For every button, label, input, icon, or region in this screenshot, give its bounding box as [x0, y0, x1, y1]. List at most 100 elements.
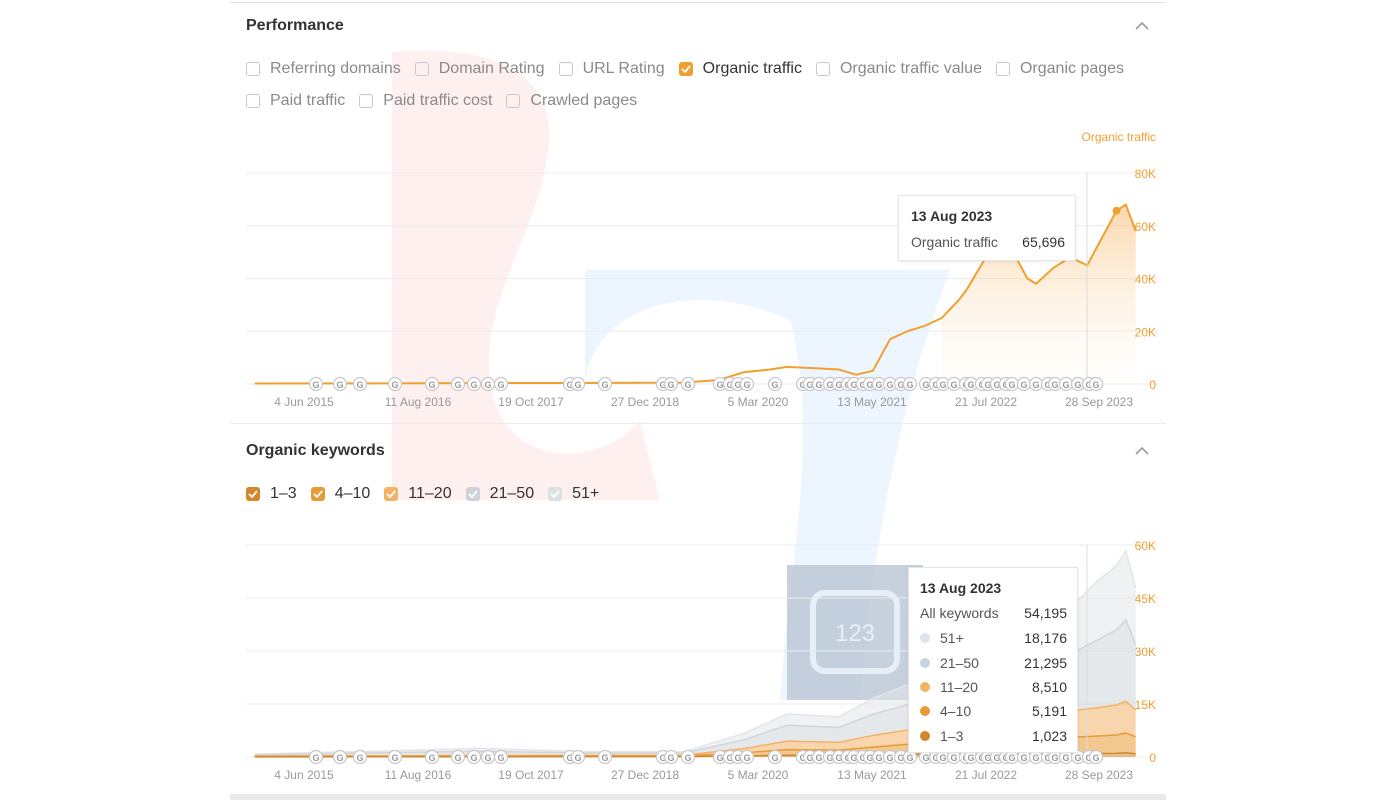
- x-tick-label: 19 Oct 2017: [498, 768, 564, 782]
- google-update-marker: G: [352, 376, 368, 392]
- keywords-line-3: [254, 618, 1137, 756]
- series-dot-icon: [920, 633, 930, 644]
- svg-text:G: G: [734, 753, 741, 763]
- checkbox-url-rating[interactable]: URL Rating: [558, 60, 665, 78]
- checkbox-empty-icon: [414, 62, 429, 76]
- checkbox-4-10[interactable]: 4–10: [310, 485, 370, 503]
- svg-text:G: G: [826, 380, 833, 390]
- svg-text:G: G: [574, 753, 581, 763]
- svg-text:G: G: [734, 380, 741, 390]
- checkbox-paid-traffic-cost[interactable]: Paid traffic cost: [359, 92, 492, 110]
- y-tick-label: 60K: [1135, 220, 1156, 234]
- svg-text:G: G: [897, 380, 904, 390]
- svg-text:G: G: [1092, 380, 1099, 390]
- x-tick-label: 21 Jul 2022: [955, 395, 1017, 409]
- google-update-marker: G: [663, 376, 679, 392]
- checkbox-label: 51+: [572, 485, 600, 502]
- checkbox-empty-icon: [359, 94, 374, 108]
- svg-text:G: G: [1062, 753, 1069, 763]
- organic-keywords-title: Organic keywords: [246, 442, 385, 459]
- tooltip-row-label: 51+: [940, 630, 964, 647]
- x-tick-label: 4 Jun 2015: [274, 768, 334, 782]
- x-tick-label: 21 Jul 2022: [955, 768, 1017, 782]
- checkbox-domain-rating[interactable]: Domain Rating: [414, 60, 545, 78]
- checkbox-21-50[interactable]: 21–50: [465, 485, 534, 503]
- svg-text:G: G: [659, 380, 666, 390]
- checkbox-51-[interactable]: 51+: [548, 485, 599, 503]
- svg-text:G: G: [771, 753, 778, 763]
- checkbox-11-20[interactable]: 11–20: [384, 485, 452, 503]
- google-update-marker: G: [387, 376, 403, 392]
- svg-text:G: G: [835, 753, 842, 763]
- checkbox-label: Paid traffic: [270, 92, 346, 109]
- x-tick-label: 27 Dec 2018: [611, 395, 679, 409]
- collapse-chevron-icon[interactable]: [1128, 11, 1156, 39]
- y-tick-label: 0: [1149, 751, 1156, 765]
- checkbox-crawled-pages[interactable]: Crawled pages: [506, 92, 637, 110]
- svg-text:G: G: [886, 380, 893, 390]
- svg-text:G: G: [391, 380, 398, 390]
- svg-text:G: G: [743, 753, 750, 763]
- x-tick-label: 13 May 2021: [837, 395, 907, 409]
- checkbox-label: Referring domains: [270, 60, 401, 77]
- google-update-marker: G: [332, 376, 348, 392]
- google-update-marker: G: [739, 376, 755, 392]
- google-update-marker: G: [493, 376, 509, 392]
- y-tick-label: 60K: [1135, 539, 1156, 553]
- checkbox-checked-icon: [384, 487, 399, 501]
- svg-text:G: G: [771, 380, 778, 390]
- svg-text:G: G: [950, 753, 957, 763]
- svg-text:G: G: [601, 753, 608, 763]
- svg-text:G: G: [454, 380, 461, 390]
- checkbox-organic-pages[interactable]: Organic pages: [995, 60, 1124, 78]
- google-update-marker: G: [680, 376, 696, 392]
- tooltip-row-value: 18,176: [1024, 630, 1067, 647]
- checkbox-paid-traffic[interactable]: Paid traffic: [246, 92, 345, 110]
- tooltip-date: 13 Aug 2023: [920, 580, 1002, 596]
- checkbox-organic-traffic[interactable]: Organic traffic: [678, 60, 802, 78]
- checkbox-empty-icon: [558, 62, 573, 76]
- svg-text:G: G: [993, 380, 1000, 390]
- checkbox-label: URL Rating: [582, 60, 665, 77]
- svg-text:G: G: [391, 753, 398, 763]
- svg-text:G: G: [906, 380, 913, 390]
- google-update-marker: G: [1058, 376, 1074, 392]
- svg-text:G: G: [726, 753, 733, 763]
- svg-text:G: G: [726, 380, 733, 390]
- organic-traffic-line: [254, 203, 1137, 385]
- svg-text:G: G: [1062, 380, 1069, 390]
- series-dot-icon: [920, 730, 930, 741]
- google-update-marker: G: [493, 749, 509, 765]
- x-tick-label: 11 Aug 2016: [385, 768, 452, 782]
- keywords-tooltip: 13 Aug 2023 All keywords 54,195 51+ 18,17…: [908, 567, 1078, 753]
- checkbox-1-3[interactable]: 1–3: [246, 485, 297, 503]
- google-update-marker: G: [450, 376, 466, 392]
- svg-text:G: G: [1051, 380, 1058, 390]
- svg-text:G: G: [850, 753, 857, 763]
- google-update-marker: G: [466, 376, 482, 392]
- checkbox-empty-icon: [995, 62, 1010, 76]
- collapse-chevron-icon[interactable]: [1128, 436, 1156, 464]
- svg-text:G: G: [950, 380, 957, 390]
- svg-text:G: G: [815, 753, 822, 763]
- checkbox-checked-icon: [310, 487, 325, 501]
- google-update-marker: G: [663, 749, 679, 765]
- y-tick-label: 45K: [1135, 592, 1156, 606]
- google-update-marker: G: [811, 749, 827, 765]
- x-tick-label: 28 Sep 2023: [1065, 768, 1133, 782]
- svg-text:G: G: [922, 380, 929, 390]
- tooltip-row: 21–50 21,295: [920, 650, 1067, 674]
- checkbox-checked-icon: [246, 487, 260, 501]
- checkbox-referring-domains[interactable]: Referring domains: [246, 60, 401, 78]
- checkbox-organic-traffic-value[interactable]: Organic traffic value: [815, 60, 982, 78]
- svg-text:G: G: [356, 380, 363, 390]
- google-update-marker: G: [308, 376, 324, 392]
- svg-text:G: G: [967, 753, 974, 763]
- tooltip-row-value: 21,295: [1024, 654, 1067, 671]
- svg-text:G: G: [312, 380, 319, 390]
- svg-text:G: G: [336, 380, 343, 390]
- tooltip-date: 13 Aug 2023: [911, 208, 993, 224]
- y-tick-label: 40K: [1135, 273, 1156, 287]
- series-dot-icon: [920, 657, 930, 668]
- tooltip-row-value: 1,023: [1031, 727, 1067, 744]
